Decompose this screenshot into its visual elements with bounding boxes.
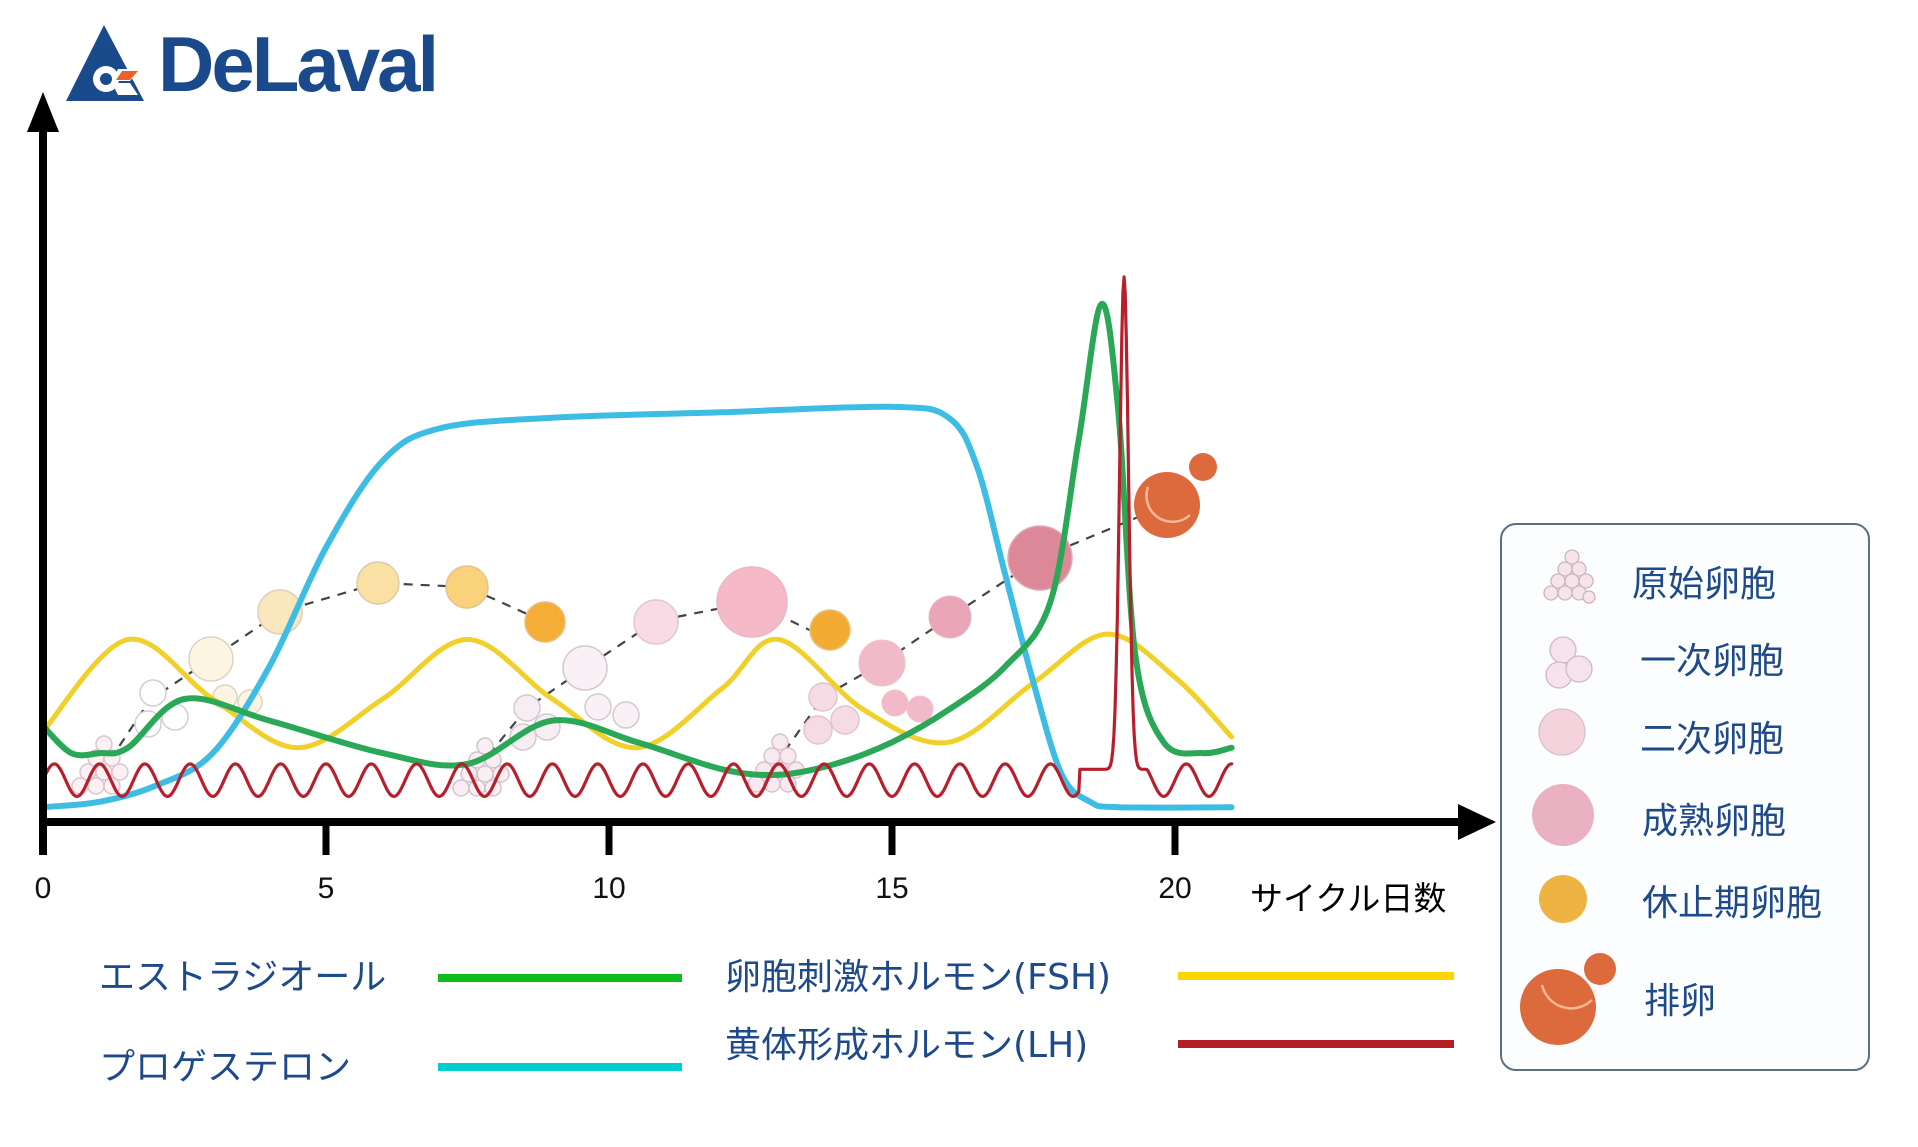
follicle-primordial-3 [747,733,805,793]
legend-lh-label: 黄体形成ホルモン(LH) [725,1025,1089,1066]
resting-follicle-icon [1539,875,1587,923]
follicle-secondary-3 [858,639,934,723]
legend-progesterone-label: プロゲステロン [99,1047,352,1088]
x-axis-arrow-icon [1458,804,1496,840]
hormone-series [40,275,1235,811]
legend-estradiol-label: エストラジオール [99,957,387,998]
legend-estradiol-swatch [438,974,682,982]
follicle-primary-3 [803,682,860,745]
series-progesterone [40,403,1235,811]
legend-ovulation-label: 排卵 [1644,981,1717,1022]
legend-progesterone-swatch [438,1063,682,1071]
x-tick-10: 10 [592,872,626,905]
legend-secondary-label: 二次卵胞 [1640,719,1785,760]
follicle-growing-3 [928,595,972,639]
follicle-primary-2 [509,694,561,751]
primordial-follicle-icon [1543,549,1596,604]
x-tick-20: 20 [1158,872,1192,905]
series-fsh [40,631,1235,751]
mature-follicle-icon [1532,784,1594,846]
legend-mature-label: 成熟卵胞 [1642,801,1787,842]
legend-fsh-swatch [1178,972,1454,980]
follicle-resting-2 [809,609,851,651]
primary-follicle-icon [1545,636,1593,689]
x-tick-5: 5 [317,872,335,905]
secondary-follicle-icon [1538,708,1586,756]
legend-resting-label: 休止期卵胞 [1642,883,1823,924]
follicle-legend-icons [1520,549,1616,1045]
follicle-legend: 原始卵胞 一次卵胞 二次卵胞 成熟卵胞 休止期卵胞 排卵 [1500,523,1870,1071]
ovulation-icon [1520,953,1616,1045]
follicle-secondary-2 [562,645,640,729]
follicle-resting-1b [524,601,566,643]
legend-lh-swatch [1178,1040,1454,1048]
follicle-mature-2 [716,566,788,638]
x-tick-15: 15 [875,872,909,905]
ovulation-marker [1134,453,1217,538]
logo-text: DeLaval [158,20,439,108]
follicle-resting-1a [445,565,489,609]
axes [27,92,1496,855]
y-axis-arrow-icon [27,92,59,132]
x-tick-0: 0 [34,872,52,905]
legend-fsh-label: 卵胞刺激ホルモン(FSH) [725,957,1112,998]
follicle-growing-2 [633,599,679,645]
series-estradiol [40,301,1235,778]
legend-primary-label: 一次卵胞 [1640,641,1785,682]
delaval-logo: DeLaval [66,20,439,108]
legend-primordial-label: 原始卵胞 [1632,564,1777,605]
delaval-emblem-icon [66,25,144,101]
follicle-growing-1b [356,561,400,605]
x-axis-title: サイクル日数 [1250,879,1447,918]
series-lh [41,275,1234,798]
